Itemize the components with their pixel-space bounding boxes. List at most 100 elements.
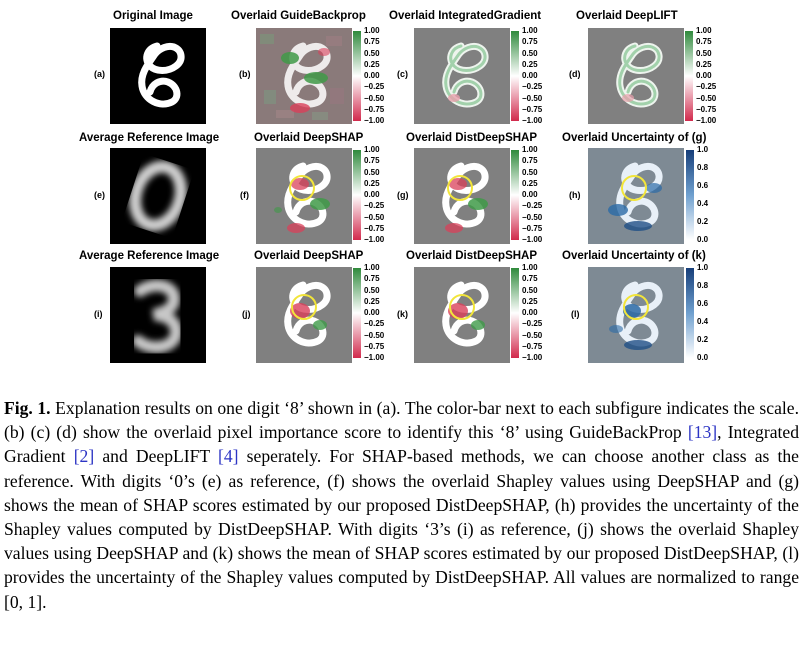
colorbar-tick-label: −0.25 bbox=[364, 319, 385, 329]
colorbar-tick-label: −0.50 bbox=[364, 93, 385, 103]
colorbar-tick-label: 0.6 bbox=[697, 299, 709, 308]
deepshap-overlay-three bbox=[256, 267, 352, 363]
colorbar-tick-label: −1.00 bbox=[696, 116, 717, 125]
highlight-circle bbox=[289, 175, 315, 201]
colorbar-tick-label: 0.25 bbox=[522, 296, 538, 306]
colorbar-tick-label: 0.75 bbox=[522, 37, 538, 47]
colorbar-tick-label: 1.0 bbox=[697, 145, 709, 154]
guidebackprop-overlay bbox=[256, 28, 352, 124]
colorbar-c bbox=[511, 31, 519, 121]
label-g: (g) bbox=[397, 190, 409, 200]
colorbar-tick-label: −0.50 bbox=[522, 212, 543, 222]
colorbar-tick-label: −0.25 bbox=[364, 82, 385, 92]
colorbar-tick-label: 1.00 bbox=[696, 26, 712, 35]
label-h: (h) bbox=[569, 190, 581, 200]
colorbar-g bbox=[511, 150, 519, 240]
colorbar-tick-label: −1.00 bbox=[364, 353, 385, 362]
caption-text-4: seperately. For SHAP-based methods, we c… bbox=[4, 446, 799, 612]
title-uncertainty-g: Overlaid Uncertainty of (g) bbox=[562, 132, 707, 144]
colorbar-tick-label: 0.50 bbox=[364, 285, 380, 295]
colorbar-tick-label: 0.50 bbox=[364, 48, 380, 58]
colorbar-tick-label: 0.25 bbox=[696, 59, 712, 69]
colorbar-tick-label: 0.00 bbox=[522, 308, 538, 317]
colorbar-tick-label: 0.75 bbox=[522, 274, 538, 284]
title-average-reference-0: Average Reference Image bbox=[79, 132, 220, 144]
colorbar-tick-label: 0.00 bbox=[522, 71, 538, 80]
colorbar-tick-label: 0.00 bbox=[364, 71, 380, 80]
title-deeplift: Overlaid DeepLIFT bbox=[576, 10, 678, 22]
average-reference-zero bbox=[110, 148, 206, 244]
colorbar-tick-label: 0.0 bbox=[697, 353, 709, 362]
title-average-reference-3: Average Reference Image bbox=[79, 250, 220, 262]
colorbar-tick-label: 0.25 bbox=[364, 178, 380, 188]
highlight-circle bbox=[447, 175, 473, 201]
colorbar-tick-label: 0.50 bbox=[364, 167, 380, 177]
colorbar-l bbox=[686, 268, 694, 358]
caption-text-3: and DeepLIFT bbox=[94, 446, 219, 467]
colorbar-tick-label: 0.50 bbox=[696, 48, 712, 58]
average-reference-three bbox=[110, 267, 206, 363]
title-guidebackprop: Overlaid GuideBackprop bbox=[231, 10, 366, 22]
distdeepshap-overlay-zero bbox=[414, 148, 510, 244]
colorbar-tick-label: 0.8 bbox=[697, 163, 709, 172]
colorbar-tick-label: 1.00 bbox=[522, 263, 538, 272]
citation-link-4[interactable]: [4] bbox=[218, 446, 239, 467]
label-f: (f) bbox=[240, 190, 249, 200]
colorbar-tick-label: −0.25 bbox=[522, 201, 543, 211]
label-j: (j) bbox=[242, 309, 251, 319]
colorbar-tick-label: −0.50 bbox=[522, 330, 543, 340]
colorbar-tick-label: 0.00 bbox=[696, 71, 712, 80]
colorbar-tick-label: −0.25 bbox=[696, 82, 717, 92]
colorbar-tick-label: 1.0 bbox=[697, 263, 709, 272]
colorbar-tick-label: 0.50 bbox=[522, 167, 538, 177]
highlight-circle bbox=[623, 294, 649, 320]
colorbar-tick-label: 0.2 bbox=[697, 217, 709, 226]
colorbar-tick-label: 0.6 bbox=[697, 181, 709, 190]
colorbar-k bbox=[511, 268, 519, 358]
citation-link-2[interactable]: [2] bbox=[73, 446, 95, 467]
label-c: (c) bbox=[397, 69, 408, 79]
deeplift-overlay bbox=[588, 28, 684, 124]
label-l: (l) bbox=[571, 309, 580, 319]
colorbar-tick-label: 0.75 bbox=[696, 37, 712, 47]
colorbar-tick-label: −1.00 bbox=[522, 353, 543, 362]
colorbar-d bbox=[685, 31, 693, 121]
caption-text-2: , Integrated Gradient bbox=[4, 422, 799, 467]
colorbar-tick-label: −0.75 bbox=[522, 104, 543, 114]
label-k: (k) bbox=[397, 309, 408, 319]
colorbar-tick-label: 0.00 bbox=[364, 190, 380, 199]
original-digit-image bbox=[110, 28, 206, 124]
colorbar-tick-label: 0.25 bbox=[522, 59, 538, 69]
highlight-circle bbox=[291, 294, 317, 320]
colorbar-tick-label: 0.25 bbox=[522, 178, 538, 188]
colorbar-tick-label: −0.25 bbox=[522, 82, 543, 92]
colorbar-tick-label: 0.2 bbox=[697, 335, 709, 344]
colorbar-tick-label: 0.4 bbox=[697, 317, 709, 326]
colorbar-tick-label: −1.00 bbox=[364, 235, 385, 244]
deepshap-overlay-zero bbox=[256, 148, 352, 244]
title-deepshap-3: Overlaid DeepSHAP bbox=[254, 250, 364, 262]
colorbar-tick-label: 0.00 bbox=[364, 308, 380, 317]
highlight-circle bbox=[621, 175, 647, 201]
colorbar-tick-label: 0.0 bbox=[697, 235, 709, 244]
figure-caption: Fig. 1. Explanation results on one digit… bbox=[4, 396, 799, 614]
colorbar-tick-label: 1.00 bbox=[522, 145, 538, 154]
title-uncertainty-k: Overlaid Uncertainty of (k) bbox=[562, 250, 706, 262]
colorbar-tick-label: 0.75 bbox=[364, 274, 380, 284]
colorbar-tick-label: 1.00 bbox=[522, 26, 538, 35]
colorbar-tick-label: 0.75 bbox=[364, 37, 380, 47]
colorbar-tick-label: −0.50 bbox=[522, 93, 543, 103]
colorbar-j bbox=[353, 268, 361, 358]
title-integratedgradient: Overlaid IntegratedGradient bbox=[389, 10, 542, 22]
title-distdeepshap-0: Overlaid DistDeepSHAP bbox=[406, 132, 538, 144]
label-e: (e) bbox=[94, 190, 105, 200]
colorbar-tick-label: 0.50 bbox=[522, 48, 538, 58]
colorbar-tick-label: −0.50 bbox=[364, 212, 385, 222]
caption-label: Fig. 1. bbox=[4, 398, 51, 418]
citation-link-13[interactable]: [13] bbox=[687, 422, 718, 443]
colorbar-tick-label: 1.00 bbox=[364, 26, 380, 35]
colorbar-tick-label: −0.50 bbox=[696, 93, 717, 103]
label-a: (a) bbox=[94, 69, 105, 79]
colorbar-tick-label: −0.25 bbox=[522, 319, 543, 329]
colorbar-tick-label: −1.00 bbox=[364, 116, 385, 125]
